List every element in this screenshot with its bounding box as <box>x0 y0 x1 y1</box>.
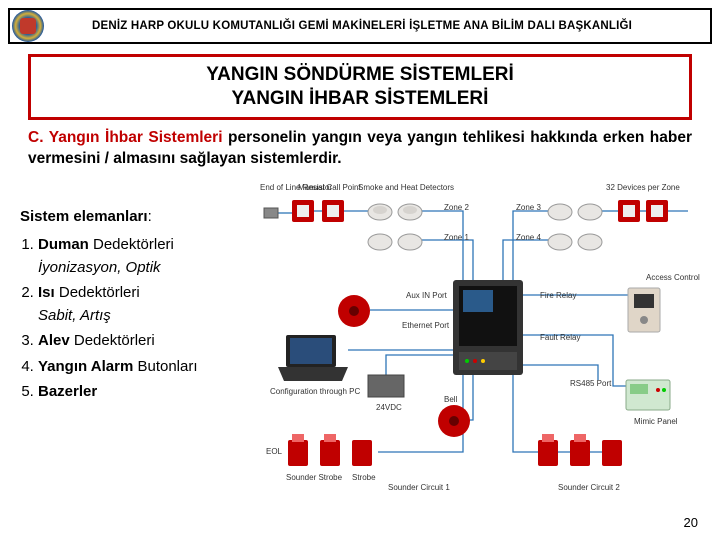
svg-text:Sounder Circuit 2: Sounder Circuit 2 <box>558 483 620 492</box>
header-bar: DENİZ HARP OKULU KOMUTANLIĞI GEMİ MAKİNE… <box>8 8 712 44</box>
svg-text:Access Control: Access Control <box>646 273 700 282</box>
title-line-1: YANGIN SÖNDÜRME SİSTEMLERİ <box>31 63 689 87</box>
svg-text:Manual Call Point: Manual Call Point <box>298 183 361 192</box>
system-elements-list: Duman Dedektörleriİyonizasyon, Optik Isı … <box>10 235 250 402</box>
svg-text:24VDC: 24VDC <box>376 403 402 412</box>
title-line-2: YANGIN İHBAR SİSTEMLERİ <box>31 87 689 111</box>
svg-text:Smoke and Heat Detectors: Smoke and Heat Detectors <box>358 183 454 192</box>
list-heading: Sistem elemanları: <box>20 208 250 225</box>
svg-text:Bell: Bell <box>444 395 458 404</box>
list-item: Duman Dedektörleriİyonizasyon, Optik <box>38 235 250 277</box>
svg-text:Zone 1: Zone 1 <box>444 233 469 242</box>
svg-text:Strobe: Strobe <box>352 473 376 482</box>
header-title: DENİZ HARP OKULU KOMUTANLIĞI GEMİ MAKİNE… <box>44 20 710 32</box>
svg-text:EOL: EOL <box>266 447 283 456</box>
svg-text:Fire Relay: Fire Relay <box>540 291 576 300</box>
intro-paragraph: C. Yangın İhbar Sistemleri personelin ya… <box>28 128 692 170</box>
svg-text:Zone 2: Zone 2 <box>444 203 469 212</box>
list-item: Bazerler <box>38 382 250 402</box>
svg-text:RS485 Port: RS485 Port <box>570 379 612 388</box>
svg-text:Sounder Circuit 1: Sounder Circuit 1 <box>388 483 450 492</box>
system-elements-block: Sistem elemanları: Duman Dedektörleriİyo… <box>10 208 250 408</box>
svg-text:Zone 4: Zone 4 <box>516 233 541 242</box>
fire-alarm-system-diagram: End of Line Resistor Manual Call Point S… <box>258 180 706 500</box>
slide-title-box: YANGIN SÖNDÜRME SİSTEMLERİ YANGIN İHBAR … <box>28 54 692 120</box>
list-item: Yangın Alarm Butonları <box>38 357 250 377</box>
svg-text:Fault Relay: Fault Relay <box>540 333 580 342</box>
svg-text:Ethernet Port: Ethernet Port <box>402 321 450 330</box>
svg-text:Sounder Strobe: Sounder Strobe <box>286 473 343 482</box>
svg-text:Aux IN Port: Aux IN Port <box>406 291 448 300</box>
list-item: Alev Dedektörleri <box>38 331 250 351</box>
svg-text:Zone 3: Zone 3 <box>516 203 541 212</box>
svg-text:32 Devices per Zone: 32 Devices per Zone <box>606 183 680 192</box>
page-number: 20 <box>684 515 698 530</box>
list-item: Isı DedektörleriSabit, Artış <box>38 283 250 325</box>
intro-lead: C. Yangın İhbar Sistemleri <box>28 129 223 146</box>
svg-text:Configuration through PC: Configuration through PC <box>270 387 361 396</box>
svg-text:Mimic Panel: Mimic Panel <box>634 417 678 426</box>
institution-logo-icon <box>12 10 44 42</box>
